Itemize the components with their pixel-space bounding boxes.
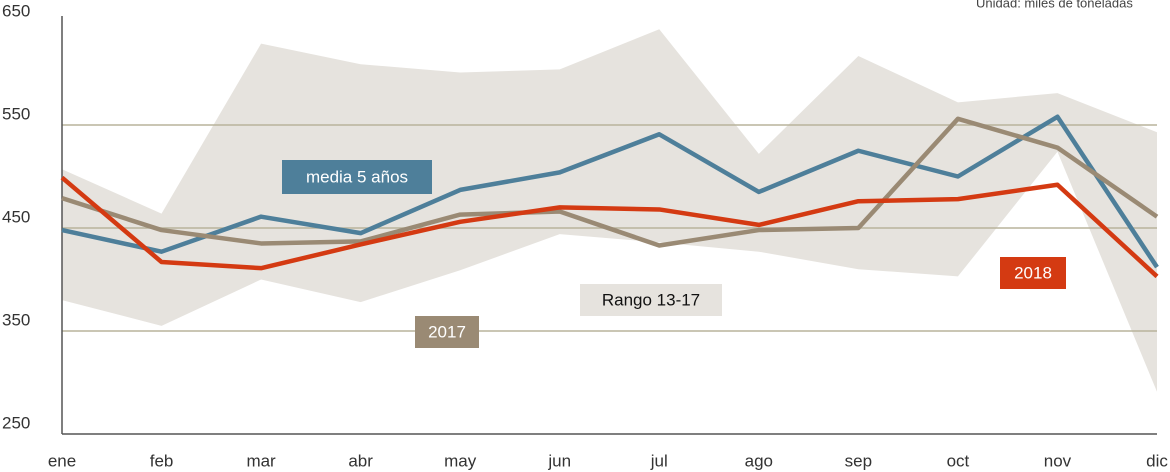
x-tick-label: may <box>444 451 477 470</box>
x-tick-label: sep <box>845 451 872 470</box>
legend-label: 2018 <box>1014 263 1052 282</box>
y-tick-label: 450 <box>2 207 30 226</box>
series-line <box>61 116 1159 248</box>
label-box <box>1000 257 1066 289</box>
series-line <box>61 114 1159 269</box>
y-tick-label: 650 <box>2 1 30 20</box>
x-tick-label: abr <box>348 451 373 470</box>
x-tick-label: jul <box>650 451 668 470</box>
chart-subtitle: Unidad: miles de toneladas <box>976 0 1133 10</box>
x-tick-label: oct <box>947 451 970 470</box>
x-tick-label: mar <box>246 451 276 470</box>
legend-label: 2017 <box>428 322 466 341</box>
x-tick-label: nov <box>1044 451 1072 470</box>
y-tick-label: 550 <box>2 104 30 123</box>
label-box <box>580 284 722 316</box>
label-box <box>282 160 432 194</box>
y-tick-label: 350 <box>2 310 30 329</box>
label-box <box>415 316 479 348</box>
legend-label: media 5 años <box>306 167 408 186</box>
x-tick-label: feb <box>150 451 174 470</box>
series-line <box>60 175 1159 279</box>
legend-label: Rango 13-17 <box>602 290 700 309</box>
x-tick-label: ene <box>48 451 76 470</box>
x-tick-label: jun <box>547 451 571 470</box>
y-tick-label: 250 <box>2 413 30 432</box>
x-tick-label: dic <box>1146 451 1168 470</box>
x-tick-label: ago <box>745 451 773 470</box>
